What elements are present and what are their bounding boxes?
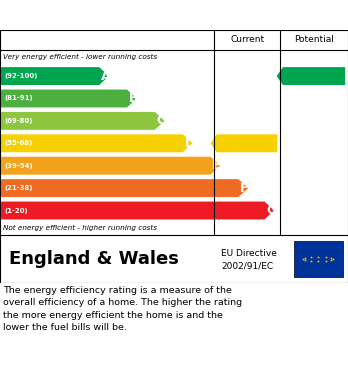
Text: A: A [101,70,111,83]
Text: The energy efficiency rating is a measure of the
overall efficiency of a home. T: The energy efficiency rating is a measur… [3,286,243,332]
Text: (69-80): (69-80) [4,118,33,124]
Text: England & Wales: England & Wales [9,250,179,268]
Text: Very energy efficient - lower running costs: Very energy efficient - lower running co… [3,54,157,60]
Text: F: F [240,181,248,195]
Text: Current: Current [230,35,264,44]
Polygon shape [211,135,277,152]
Text: 61: 61 [241,137,259,150]
Text: (81-91): (81-91) [4,95,33,102]
Text: G: G [266,204,276,217]
Polygon shape [1,67,109,85]
Text: (21-38): (21-38) [4,185,33,191]
Text: 89: 89 [308,70,325,83]
Text: Potential: Potential [294,35,334,44]
Text: 2002/91/EC: 2002/91/EC [221,262,273,271]
Text: (55-68): (55-68) [4,140,32,146]
Polygon shape [1,179,248,197]
Polygon shape [1,90,137,108]
Polygon shape [277,67,345,85]
Text: EU Directive: EU Directive [221,249,277,258]
Text: D: D [184,137,195,150]
Polygon shape [1,112,165,130]
Text: Energy Efficiency Rating: Energy Efficiency Rating [63,7,285,23]
Text: E: E [212,159,221,172]
Text: (1-20): (1-20) [4,208,28,213]
Polygon shape [1,201,274,219]
Text: B: B [129,92,138,105]
Bar [294,241,343,277]
Text: C: C [157,115,166,127]
Text: (39-54): (39-54) [4,163,33,169]
Polygon shape [1,157,220,175]
Polygon shape [1,135,192,152]
Text: (92-100): (92-100) [4,73,38,79]
Text: Not energy efficient - higher running costs: Not energy efficient - higher running co… [3,225,157,231]
